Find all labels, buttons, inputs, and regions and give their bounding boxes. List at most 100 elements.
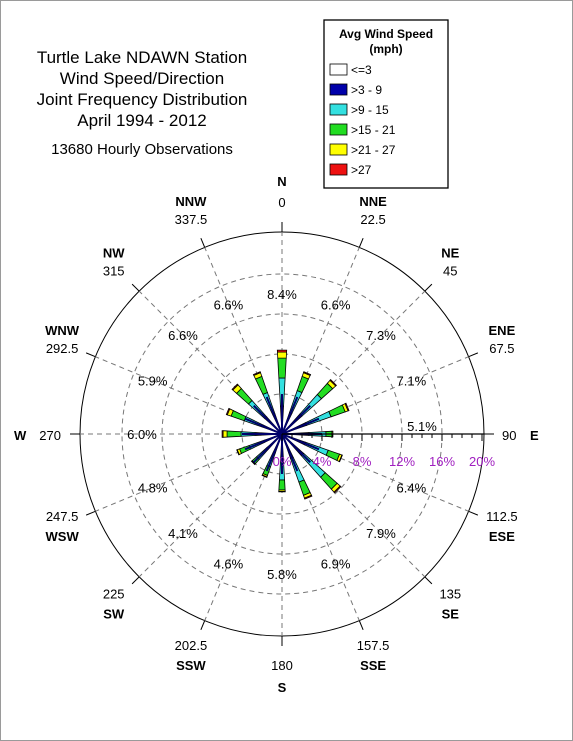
direction-frequency: 5.9% <box>138 373 168 388</box>
direction-abbr: N <box>277 174 286 189</box>
spoke-line <box>281 433 426 578</box>
bar-segment <box>277 351 287 359</box>
bar-segment <box>222 430 228 438</box>
hub-line <box>281 396 299 435</box>
legend: Avg Wind Speed (mph) <=3 >3 - 9 >9 - 15 >15… <box>323 19 449 189</box>
direction-frequency: 6.6% <box>168 328 198 343</box>
legend-swatch <box>329 83 348 96</box>
outer-tick <box>468 510 479 516</box>
direction-degree: 247.5 <box>46 509 79 524</box>
spoke-line <box>281 356 469 435</box>
hub-line <box>244 417 283 435</box>
spoke-line <box>95 356 283 435</box>
legend-swatch <box>329 123 348 136</box>
outer-tick <box>131 283 140 292</box>
legend-title-line-2: (mph) <box>369 42 402 56</box>
bar-segment <box>296 375 309 394</box>
direction-abbr: NNE <box>359 194 387 209</box>
bar-segment <box>261 474 268 478</box>
outer-tick <box>131 576 140 585</box>
spoke-line <box>138 433 283 578</box>
hub-line <box>244 433 283 451</box>
hub-line <box>265 433 283 472</box>
hub-line <box>253 405 283 435</box>
radial-tick-label: 20% <box>469 454 495 469</box>
bar-segment <box>230 410 247 422</box>
hub-line <box>281 433 320 451</box>
radial-axis: 0% 4% 8% 12% 16% 20% <box>273 433 495 469</box>
title-line-3: Joint Frequency Distribution <box>37 90 248 109</box>
outer-tick <box>85 352 96 358</box>
radial-tick-label: 4% <box>313 454 332 469</box>
direction-labels: N 0 NNE 22.5 NE 45 ENE 67.5 90 E ESE 112.5 SE 135 SSE 1… <box>14 174 539 695</box>
hub-line <box>281 433 311 463</box>
outer-tick <box>358 237 364 248</box>
direction-degree: 45 <box>443 264 457 279</box>
direction-degree: 292.5 <box>46 341 79 356</box>
hub-line <box>281 417 320 435</box>
direction-abbr: SW <box>103 606 125 621</box>
outer-tick <box>200 237 206 248</box>
outer-tick <box>358 620 364 631</box>
title-line-1: Turtle Lake NDAWN Station <box>37 48 247 67</box>
legend-item-label: >9 - 15 <box>351 103 389 117</box>
subtitle: 13680 Hourly Observations <box>51 141 233 158</box>
direction-degree: 0 <box>278 195 285 210</box>
direction-abbr: NNW <box>175 194 207 209</box>
bar-segment <box>344 402 350 412</box>
direction-frequency: 6.6% <box>321 298 351 313</box>
direction-frequency: 6.6% <box>214 298 244 313</box>
direction-frequency: 6.9% <box>321 556 351 571</box>
direction-degree: 270 <box>39 428 61 443</box>
direction-abbr: SE <box>442 606 460 621</box>
direction-frequency: 7.3% <box>366 328 396 343</box>
direction-degree: 157.5 <box>357 638 390 653</box>
hub-line <box>253 433 283 463</box>
direction-degree: 337.5 <box>175 212 208 227</box>
outer-tick <box>468 352 479 358</box>
direction-degree: 315 <box>103 264 125 279</box>
direction-degree: 135 <box>439 586 461 601</box>
chart-title: Turtle Lake NDAWN Station Wind Speed/Dir… <box>37 48 248 158</box>
spoke-line <box>138 290 283 435</box>
title-line-4: April 1994 - 2012 <box>77 111 206 130</box>
bar-segment <box>303 494 313 500</box>
spoke-line <box>281 247 360 435</box>
direction-abbr: E <box>530 428 539 443</box>
bar-segment <box>329 378 338 387</box>
outer-tick <box>200 620 206 631</box>
direction-degree: 225 <box>103 586 125 601</box>
outer-tick <box>424 576 433 585</box>
direction-abbr: NE <box>441 246 459 261</box>
spoke-line <box>95 433 283 512</box>
bar-segment <box>276 349 288 353</box>
bar-segment <box>302 371 312 376</box>
direction-degree: 22.5 <box>360 212 385 227</box>
direction-frequency: 8.4% <box>267 287 297 302</box>
radial-tick-label: 8% <box>353 454 372 469</box>
bar-segment <box>221 430 224 438</box>
legend-swatch <box>329 143 348 156</box>
bar-segment <box>225 407 231 416</box>
direction-abbr: S <box>278 680 287 695</box>
direction-abbr: SSE <box>360 658 386 673</box>
spoke-line <box>204 247 283 435</box>
direction-frequency: 5.1% <box>407 419 437 434</box>
spoke-line <box>204 433 283 621</box>
direction-abbr: ENE <box>489 323 516 338</box>
outer-tick <box>85 510 96 516</box>
bar-segment <box>231 383 239 391</box>
direction-frequency: 7.1% <box>397 373 427 388</box>
spoke-line <box>281 290 426 435</box>
legend-item-label: >21 - 27 <box>351 143 396 157</box>
direction-degree: 202.5 <box>175 638 208 653</box>
bar-segment <box>333 485 342 494</box>
legend-title-line-1: Avg Wind Speed <box>339 27 433 41</box>
direction-abbr: NW <box>103 246 125 261</box>
direction-abbr: SSW <box>176 658 206 673</box>
legend-item-label: >15 - 21 <box>351 123 396 137</box>
direction-degree: 67.5 <box>489 341 514 356</box>
direction-abbr: ESE <box>489 529 515 544</box>
